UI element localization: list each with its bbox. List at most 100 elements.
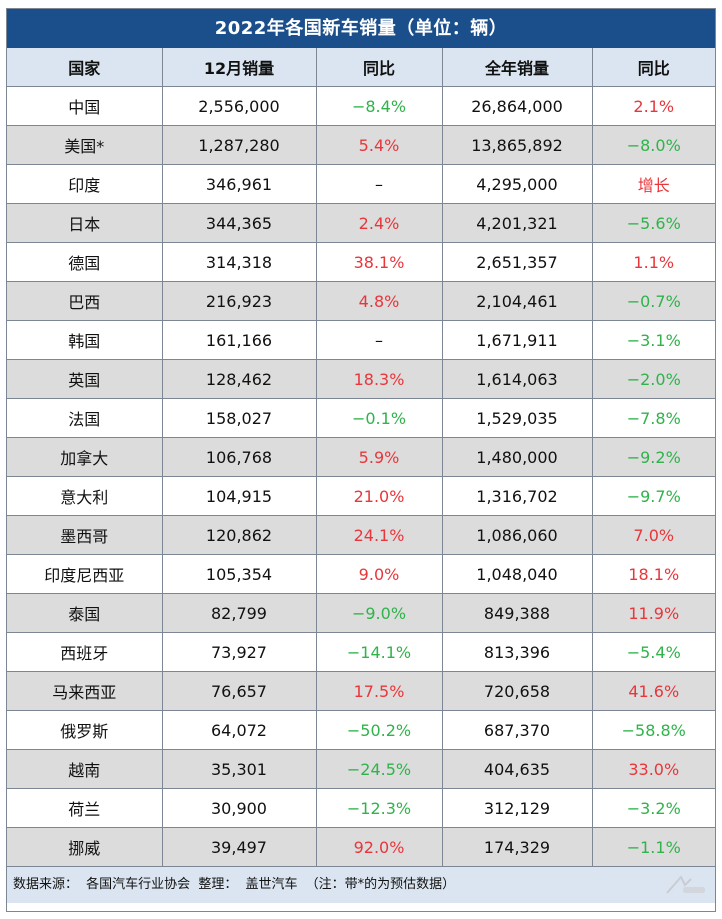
- table-row: 法国 158,027 −0.1% 1,529,035 −7.8%: [7, 398, 715, 438]
- cell-dec-sales: 1,287,280: [161, 125, 317, 165]
- footer-source-label: 数据来源：: [13, 877, 79, 892]
- cell-annual-sales: 1,529,035: [441, 398, 593, 438]
- cell-annual-sales: 1,316,702: [441, 476, 593, 516]
- sales-table: 国家 12月销量 同比 全年销量 同比 中国 2,556,000 −8.4% 26,8…: [7, 48, 715, 867]
- cell-dec-yoy: 24.1%: [315, 515, 443, 555]
- cell-dec-sales: 76,657: [161, 671, 317, 711]
- cell-annual-yoy: −0.7%: [591, 281, 715, 321]
- cell-dec-sales: 30,900: [161, 788, 317, 828]
- cell-annual-yoy: 11.9%: [591, 593, 715, 633]
- footer-note: （注：带*的为预估数据）: [305, 877, 456, 892]
- cell-country: 墨西哥: [7, 515, 163, 555]
- cell-annual-sales: 1,614,063: [441, 359, 593, 399]
- cell-dec-yoy: −8.4%: [315, 86, 443, 126]
- cell-annual-sales: 26,864,000: [441, 86, 593, 126]
- cell-annual-yoy: −9.2%: [591, 437, 715, 477]
- cell-annual-sales: 1,671,911: [441, 320, 593, 360]
- cell-dec-yoy: 2.4%: [315, 203, 443, 243]
- table-row: 挪威 39,497 92.0% 174,329 −1.1%: [7, 827, 715, 867]
- cell-country: 美国*: [7, 125, 163, 165]
- cell-annual-yoy: −58.8%: [591, 710, 715, 750]
- cell-dec-yoy: –: [315, 164, 443, 204]
- cell-annual-sales: 1,048,040: [441, 554, 593, 594]
- cell-annual-sales: 849,388: [441, 593, 593, 633]
- cell-dec-sales: 73,927: [161, 632, 317, 672]
- header-annual-sales: 全年销量: [441, 48, 593, 87]
- header-row: 国家 12月销量 同比 全年销量 同比: [7, 48, 715, 87]
- cell-annual-yoy: −2.0%: [591, 359, 715, 399]
- cell-dec-yoy: −50.2%: [315, 710, 443, 750]
- cell-country: 德国: [7, 242, 163, 282]
- cell-annual-sales: 813,396: [441, 632, 593, 672]
- cell-country: 挪威: [7, 827, 163, 867]
- cell-dec-sales: 120,862: [161, 515, 317, 555]
- cell-dec-yoy: 5.9%: [315, 437, 443, 477]
- cell-country: 中国: [7, 86, 163, 126]
- cell-dec-sales: 216,923: [161, 281, 317, 321]
- cell-annual-yoy: 1.1%: [591, 242, 715, 282]
- cell-dec-sales: 105,354: [161, 554, 317, 594]
- cell-annual-yoy: 增长: [591, 164, 715, 204]
- table-row: 马来西亚 76,657 17.5% 720,658 41.6%: [7, 671, 715, 711]
- cell-annual-yoy: 33.0%: [591, 749, 715, 789]
- cell-annual-yoy: −8.0%: [591, 125, 715, 165]
- table-row: 中国 2,556,000 −8.4% 26,864,000 2.1%: [7, 86, 715, 126]
- cell-dec-sales: 346,961: [161, 164, 317, 204]
- footer-editor: 盖世汽车: [245, 877, 298, 892]
- cell-country: 意大利: [7, 476, 163, 516]
- cell-dec-yoy: 9.0%: [315, 554, 443, 594]
- header-dec-yoy: 同比: [315, 48, 443, 87]
- cell-country: 印度尼西亚: [7, 554, 163, 594]
- table-row: 日本 344,365 2.4% 4,201,321 −5.6%: [7, 203, 715, 243]
- cell-country: 加拿大: [7, 437, 163, 477]
- cell-annual-yoy: 41.6%: [591, 671, 715, 711]
- cell-dec-sales: 2,556,000: [161, 86, 317, 126]
- cell-dec-yoy: 38.1%: [315, 242, 443, 282]
- cell-dec-yoy: −24.5%: [315, 749, 443, 789]
- table-row: 加拿大 106,768 5.9% 1,480,000 −9.2%: [7, 437, 715, 477]
- cell-dec-yoy: 4.8%: [315, 281, 443, 321]
- table-row: 俄罗斯 64,072 −50.2% 687,370 −58.8%: [7, 710, 715, 750]
- cell-dec-sales: 106,768: [161, 437, 317, 477]
- cell-annual-yoy: 7.0%: [591, 515, 715, 555]
- table-row: 巴西 216,923 4.8% 2,104,461 −0.7%: [7, 281, 715, 321]
- cell-country: 法国: [7, 398, 163, 438]
- cell-annual-sales: 174,329: [441, 827, 593, 867]
- cell-annual-yoy: −3.1%: [591, 320, 715, 360]
- cell-dec-yoy: –: [315, 320, 443, 360]
- cell-dec-yoy: −0.1%: [315, 398, 443, 438]
- cell-annual-yoy: −1.1%: [591, 827, 715, 867]
- table-row: 美国* 1,287,280 5.4% 13,865,892 −8.0%: [7, 125, 715, 165]
- cell-annual-sales: 687,370: [441, 710, 593, 750]
- cell-dec-yoy: 21.0%: [315, 476, 443, 516]
- cell-dec-yoy: 17.5%: [315, 671, 443, 711]
- table-footer: 数据来源： 各国汽车行业协会 整理： 盖世汽车 （注：带*的为预估数据）: [7, 867, 715, 903]
- cell-dec-sales: 158,027: [161, 398, 317, 438]
- cell-annual-yoy: 18.1%: [591, 554, 715, 594]
- cell-country: 泰国: [7, 593, 163, 633]
- header-country: 国家: [7, 48, 163, 87]
- cell-annual-sales: 4,295,000: [441, 164, 593, 204]
- table-row: 印度 346,961–4,295,000 增长: [7, 164, 715, 204]
- table-title: 2022年各国新车销量（单位：辆）: [7, 9, 715, 48]
- footer-editor-label: 整理：: [198, 877, 238, 892]
- cell-annual-sales: 2,104,461: [441, 281, 593, 321]
- cell-dec-sales: 35,301: [161, 749, 317, 789]
- cell-annual-yoy: −3.2%: [591, 788, 715, 828]
- cell-country: 印度: [7, 164, 163, 204]
- cell-annual-sales: 4,201,321: [441, 203, 593, 243]
- cell-country: 越南: [7, 749, 163, 789]
- cell-dec-yoy: −12.3%: [315, 788, 443, 828]
- cell-annual-sales: 312,129: [441, 788, 593, 828]
- sales-table-card: 2022年各国新车销量（单位：辆） 国家 12月销量 同比 全年销量 同比 中国…: [6, 8, 716, 912]
- cell-dec-sales: 104,915: [161, 476, 317, 516]
- cell-annual-sales: 720,658: [441, 671, 593, 711]
- cell-country: 英国: [7, 359, 163, 399]
- cell-dec-yoy: 18.3%: [315, 359, 443, 399]
- cell-country: 俄罗斯: [7, 710, 163, 750]
- footer-source: 各国汽车行业协会: [86, 877, 191, 892]
- cell-dec-sales: 39,497: [161, 827, 317, 867]
- table-row: 意大利 104,915 21.0% 1,316,702 −9.7%: [7, 476, 715, 516]
- cell-annual-sales: 13,865,892: [441, 125, 593, 165]
- cell-country: 韩国: [7, 320, 163, 360]
